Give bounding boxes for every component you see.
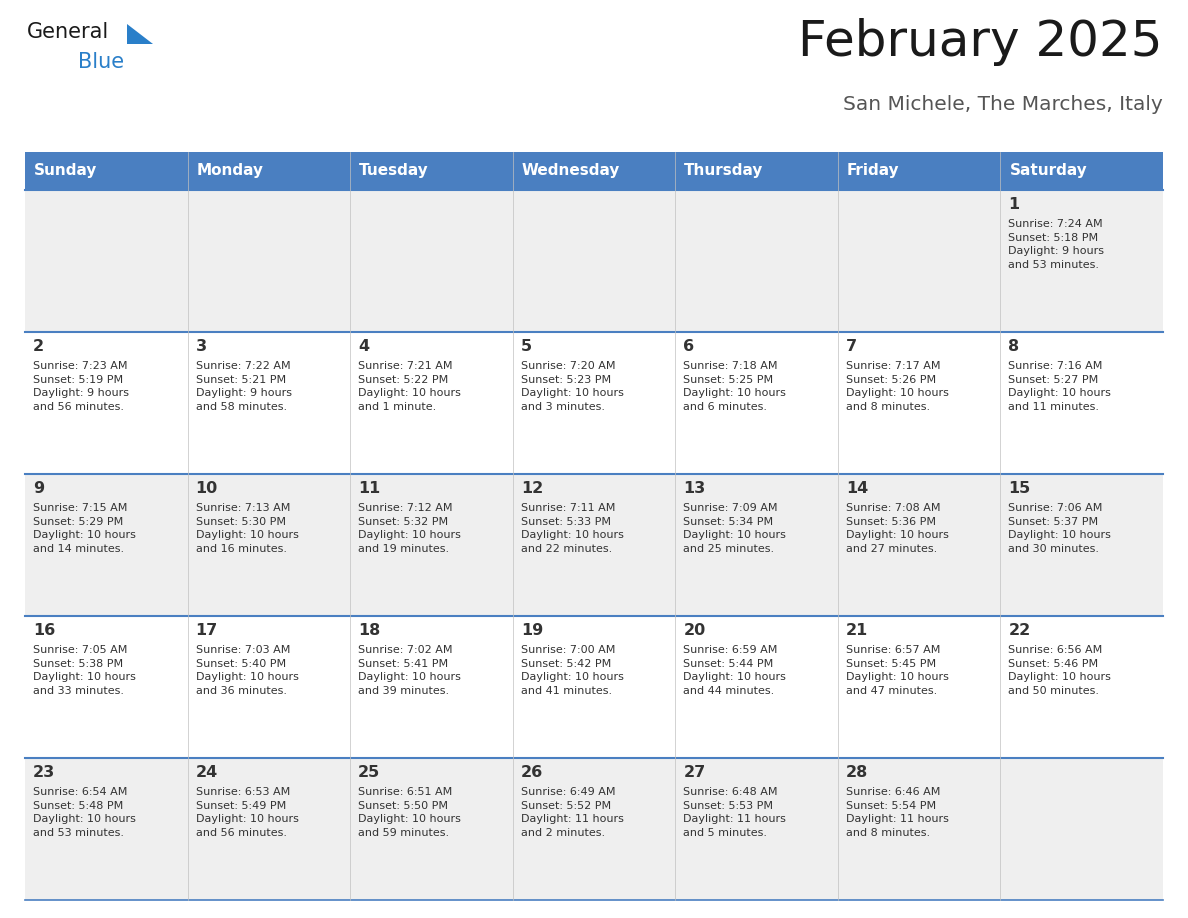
Text: 11: 11 <box>358 481 380 496</box>
Text: San Michele, The Marches, Italy: San Michele, The Marches, Italy <box>843 95 1163 114</box>
Text: Monday: Monday <box>196 163 264 178</box>
Text: 23: 23 <box>33 765 56 780</box>
Text: 14: 14 <box>846 481 868 496</box>
Text: Sunrise: 7:24 AM
Sunset: 5:18 PM
Daylight: 9 hours
and 53 minutes.: Sunrise: 7:24 AM Sunset: 5:18 PM Dayligh… <box>1009 219 1105 270</box>
Text: Sunrise: 7:08 AM
Sunset: 5:36 PM
Daylight: 10 hours
and 27 minutes.: Sunrise: 7:08 AM Sunset: 5:36 PM Dayligh… <box>846 503 949 554</box>
Text: Sunrise: 7:22 AM
Sunset: 5:21 PM
Daylight: 9 hours
and 58 minutes.: Sunrise: 7:22 AM Sunset: 5:21 PM Dayligh… <box>196 361 291 412</box>
Text: Friday: Friday <box>847 163 899 178</box>
Text: 28: 28 <box>846 765 868 780</box>
Text: Sunrise: 7:20 AM
Sunset: 5:23 PM
Daylight: 10 hours
and 3 minutes.: Sunrise: 7:20 AM Sunset: 5:23 PM Dayligh… <box>520 361 624 412</box>
Text: Sunrise: 6:54 AM
Sunset: 5:48 PM
Daylight: 10 hours
and 53 minutes.: Sunrise: 6:54 AM Sunset: 5:48 PM Dayligh… <box>33 787 135 838</box>
Text: Sunrise: 6:46 AM
Sunset: 5:54 PM
Daylight: 11 hours
and 8 minutes.: Sunrise: 6:46 AM Sunset: 5:54 PM Dayligh… <box>846 787 949 838</box>
Text: 4: 4 <box>358 339 369 354</box>
Text: February 2025: February 2025 <box>798 18 1163 66</box>
Text: Sunrise: 7:12 AM
Sunset: 5:32 PM
Daylight: 10 hours
and 19 minutes.: Sunrise: 7:12 AM Sunset: 5:32 PM Dayligh… <box>358 503 461 554</box>
Text: 22: 22 <box>1009 623 1031 638</box>
Bar <box>350 152 513 190</box>
Text: 16: 16 <box>33 623 56 638</box>
Text: 19: 19 <box>520 623 543 638</box>
Text: Sunrise: 7:06 AM
Sunset: 5:37 PM
Daylight: 10 hours
and 30 minutes.: Sunrise: 7:06 AM Sunset: 5:37 PM Dayligh… <box>1009 503 1111 554</box>
Text: Sunrise: 7:09 AM
Sunset: 5:34 PM
Daylight: 10 hours
and 25 minutes.: Sunrise: 7:09 AM Sunset: 5:34 PM Dayligh… <box>683 503 786 554</box>
Polygon shape <box>127 24 153 44</box>
Text: Sunrise: 7:03 AM
Sunset: 5:40 PM
Daylight: 10 hours
and 36 minutes.: Sunrise: 7:03 AM Sunset: 5:40 PM Dayligh… <box>196 645 298 696</box>
Text: 24: 24 <box>196 765 217 780</box>
Text: 5: 5 <box>520 339 532 354</box>
Bar <box>25 190 1163 332</box>
Bar <box>25 332 1163 474</box>
Text: Sunrise: 6:59 AM
Sunset: 5:44 PM
Daylight: 10 hours
and 44 minutes.: Sunrise: 6:59 AM Sunset: 5:44 PM Dayligh… <box>683 645 786 696</box>
Text: 3: 3 <box>196 339 207 354</box>
Text: 8: 8 <box>1009 339 1019 354</box>
Text: Sunrise: 7:18 AM
Sunset: 5:25 PM
Daylight: 10 hours
and 6 minutes.: Sunrise: 7:18 AM Sunset: 5:25 PM Dayligh… <box>683 361 786 412</box>
Text: Sunrise: 7:05 AM
Sunset: 5:38 PM
Daylight: 10 hours
and 33 minutes.: Sunrise: 7:05 AM Sunset: 5:38 PM Dayligh… <box>33 645 135 696</box>
Bar <box>25 152 188 190</box>
Text: Sunrise: 7:11 AM
Sunset: 5:33 PM
Daylight: 10 hours
and 22 minutes.: Sunrise: 7:11 AM Sunset: 5:33 PM Dayligh… <box>520 503 624 554</box>
Text: 2: 2 <box>33 339 44 354</box>
Text: Sunrise: 6:48 AM
Sunset: 5:53 PM
Daylight: 11 hours
and 5 minutes.: Sunrise: 6:48 AM Sunset: 5:53 PM Dayligh… <box>683 787 786 838</box>
Text: 18: 18 <box>358 623 380 638</box>
Text: 13: 13 <box>683 481 706 496</box>
Bar <box>675 152 838 190</box>
Text: Tuesday: Tuesday <box>359 163 429 178</box>
Text: Sunrise: 6:53 AM
Sunset: 5:49 PM
Daylight: 10 hours
and 56 minutes.: Sunrise: 6:53 AM Sunset: 5:49 PM Dayligh… <box>196 787 298 838</box>
Text: 6: 6 <box>683 339 695 354</box>
Text: 9: 9 <box>33 481 44 496</box>
Text: Thursday: Thursday <box>684 163 764 178</box>
Text: Sunrise: 7:00 AM
Sunset: 5:42 PM
Daylight: 10 hours
and 41 minutes.: Sunrise: 7:00 AM Sunset: 5:42 PM Dayligh… <box>520 645 624 696</box>
Text: Sunday: Sunday <box>34 163 97 178</box>
Text: Saturday: Saturday <box>1010 163 1087 178</box>
Text: 27: 27 <box>683 765 706 780</box>
Text: 26: 26 <box>520 765 543 780</box>
Text: 1: 1 <box>1009 197 1019 212</box>
Bar <box>25 758 1163 900</box>
Text: Sunrise: 7:16 AM
Sunset: 5:27 PM
Daylight: 10 hours
and 11 minutes.: Sunrise: 7:16 AM Sunset: 5:27 PM Dayligh… <box>1009 361 1111 412</box>
Text: Blue: Blue <box>78 52 124 72</box>
Text: Sunrise: 6:49 AM
Sunset: 5:52 PM
Daylight: 11 hours
and 2 minutes.: Sunrise: 6:49 AM Sunset: 5:52 PM Dayligh… <box>520 787 624 838</box>
Text: 12: 12 <box>520 481 543 496</box>
Text: 10: 10 <box>196 481 217 496</box>
Bar <box>1000 152 1163 190</box>
Text: 15: 15 <box>1009 481 1031 496</box>
Bar <box>25 474 1163 616</box>
Text: Sunrise: 6:51 AM
Sunset: 5:50 PM
Daylight: 10 hours
and 59 minutes.: Sunrise: 6:51 AM Sunset: 5:50 PM Dayligh… <box>358 787 461 838</box>
Text: 21: 21 <box>846 623 868 638</box>
Text: Sunrise: 7:13 AM
Sunset: 5:30 PM
Daylight: 10 hours
and 16 minutes.: Sunrise: 7:13 AM Sunset: 5:30 PM Dayligh… <box>196 503 298 554</box>
Text: 25: 25 <box>358 765 380 780</box>
Text: Sunrise: 7:23 AM
Sunset: 5:19 PM
Daylight: 9 hours
and 56 minutes.: Sunrise: 7:23 AM Sunset: 5:19 PM Dayligh… <box>33 361 129 412</box>
Text: Wednesday: Wednesday <box>522 163 620 178</box>
Bar <box>838 152 1000 190</box>
Bar <box>25 616 1163 758</box>
Text: Sunrise: 6:56 AM
Sunset: 5:46 PM
Daylight: 10 hours
and 50 minutes.: Sunrise: 6:56 AM Sunset: 5:46 PM Dayligh… <box>1009 645 1111 696</box>
Text: 7: 7 <box>846 339 857 354</box>
Bar <box>513 152 675 190</box>
Text: General: General <box>27 22 109 42</box>
Text: Sunrise: 7:15 AM
Sunset: 5:29 PM
Daylight: 10 hours
and 14 minutes.: Sunrise: 7:15 AM Sunset: 5:29 PM Dayligh… <box>33 503 135 554</box>
Text: Sunrise: 7:21 AM
Sunset: 5:22 PM
Daylight: 10 hours
and 1 minute.: Sunrise: 7:21 AM Sunset: 5:22 PM Dayligh… <box>358 361 461 412</box>
Text: Sunrise: 7:02 AM
Sunset: 5:41 PM
Daylight: 10 hours
and 39 minutes.: Sunrise: 7:02 AM Sunset: 5:41 PM Dayligh… <box>358 645 461 696</box>
Text: Sunrise: 7:17 AM
Sunset: 5:26 PM
Daylight: 10 hours
and 8 minutes.: Sunrise: 7:17 AM Sunset: 5:26 PM Dayligh… <box>846 361 949 412</box>
Text: Sunrise: 6:57 AM
Sunset: 5:45 PM
Daylight: 10 hours
and 47 minutes.: Sunrise: 6:57 AM Sunset: 5:45 PM Dayligh… <box>846 645 949 696</box>
Bar <box>188 152 350 190</box>
Text: 20: 20 <box>683 623 706 638</box>
Text: 17: 17 <box>196 623 217 638</box>
